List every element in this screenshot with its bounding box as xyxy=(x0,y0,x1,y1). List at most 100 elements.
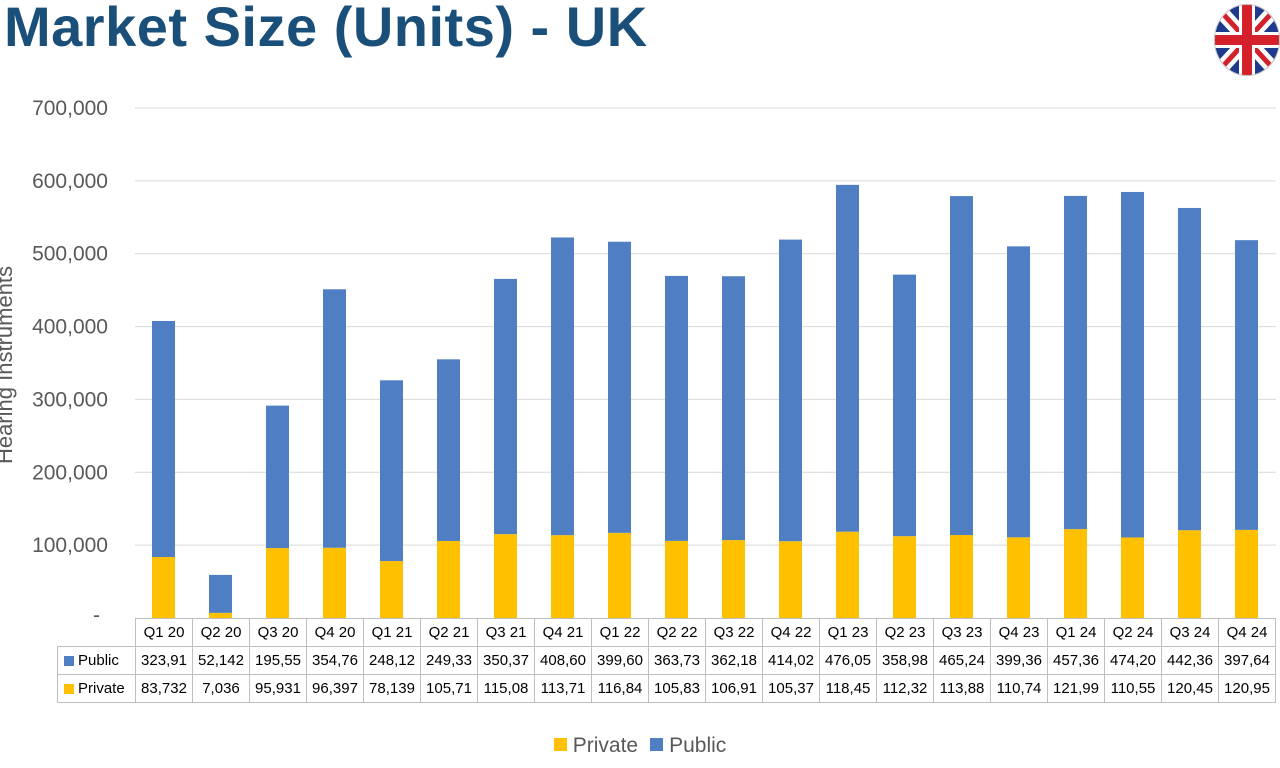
y-tick-label: 200,000 xyxy=(32,461,108,484)
bar-public xyxy=(437,359,460,541)
bar-public xyxy=(494,278,517,535)
bar-private xyxy=(1178,530,1201,618)
y-tick-label: - xyxy=(93,604,100,627)
bar-private xyxy=(323,547,346,618)
table-cell: 96,397 xyxy=(306,674,364,703)
page-title: Market Size (Units) - UK xyxy=(4,0,648,58)
y-tick-label: 600,000 xyxy=(32,170,108,193)
bar-private xyxy=(1064,529,1087,618)
x-tick-label: Q1 24 xyxy=(1047,618,1105,647)
table-cell: 363,73 xyxy=(648,646,706,675)
table-cell: 118,45 xyxy=(819,674,877,703)
bar-private xyxy=(437,540,460,618)
table-cell: 414,02 xyxy=(762,646,820,675)
table-cell: 121,99 xyxy=(1047,674,1105,703)
y-tick-label: 100,000 xyxy=(32,534,108,557)
table-cell: 120,95 xyxy=(1218,674,1276,703)
x-tick-label: Q3 24 xyxy=(1161,618,1219,647)
table-cell: 442,36 xyxy=(1161,646,1219,675)
bar-private xyxy=(893,536,916,618)
y-axis-label: Hearing Instruments xyxy=(0,266,17,464)
legend-item: Private xyxy=(553,734,639,758)
x-tick-label: Q1 22 xyxy=(591,618,649,647)
table-cell: 354,76 xyxy=(306,646,364,675)
table-cell: 105,37 xyxy=(762,674,820,703)
table-cell: 195,55 xyxy=(249,646,307,675)
bar-public xyxy=(836,184,859,532)
table-cell: 476,05 xyxy=(819,646,877,675)
y-tick-label: 700,000 xyxy=(32,97,108,120)
bar-private xyxy=(950,535,973,618)
bar-private xyxy=(608,532,631,618)
table-cell: 397,64 xyxy=(1218,646,1276,675)
bar-public xyxy=(380,380,403,562)
table-cell: 78,139 xyxy=(363,674,421,703)
y-tick-label: 400,000 xyxy=(32,316,108,339)
table-cell: 358,98 xyxy=(876,646,934,675)
y-axis-ticks: - 100,000 200,000 300,000 400,000 500,000 600,… xyxy=(32,97,108,627)
table-cell: 113,88 xyxy=(933,674,991,703)
table-cell: 113,71 xyxy=(534,674,592,703)
bar-public xyxy=(152,321,175,557)
bar-public xyxy=(1235,240,1258,530)
bar-private xyxy=(1121,537,1144,618)
y-tick-label: 300,000 xyxy=(32,388,108,411)
x-tick-label: Q4 23 xyxy=(990,618,1048,647)
bar-public xyxy=(779,239,802,542)
x-tick-label: Q2 21 xyxy=(420,618,478,647)
bars xyxy=(152,184,1258,618)
bar-public xyxy=(665,275,688,541)
table-row-header: Private xyxy=(57,674,136,703)
table-row-header: Public xyxy=(57,646,136,675)
x-tick-label: Q3 22 xyxy=(705,618,763,647)
bar-private xyxy=(494,534,517,618)
table-cell: 106,91 xyxy=(705,674,763,703)
bar-public xyxy=(608,241,631,533)
table-corner xyxy=(57,618,136,647)
x-tick-label: Q3 21 xyxy=(477,618,535,647)
table-cell: 362,18 xyxy=(705,646,763,675)
table-cell: 105,83 xyxy=(648,674,706,703)
table-cell: 248,12 xyxy=(363,646,421,675)
bar-private xyxy=(152,556,175,618)
table-header-row: Q1 20 Q2 20 Q3 20 Q4 20 Q1 21 Q2 21 Q3 21 Q4 21… xyxy=(57,618,1276,647)
table-cell: 249,33 xyxy=(420,646,478,675)
series-name: Private xyxy=(78,680,125,697)
table-cell: 465,24 xyxy=(933,646,991,675)
table-row: Private 83,732 7,036 95,931 96,397 78,139 105,… xyxy=(57,674,1276,703)
table-cell: 105,71 xyxy=(420,674,478,703)
x-tick-label: Q4 21 xyxy=(534,618,592,647)
bar-public xyxy=(551,237,574,536)
bar-public xyxy=(722,276,745,541)
table-cell: 350,37 xyxy=(477,646,535,675)
table-cell: 116,84 xyxy=(591,674,649,703)
table-cell: 408,60 xyxy=(534,646,592,675)
bar-private xyxy=(266,548,289,618)
legend-swatch xyxy=(650,737,664,751)
x-tick-label: Q1 20 xyxy=(135,618,193,647)
legend-label: Private xyxy=(572,734,639,757)
x-tick-label: Q1 21 xyxy=(363,618,421,647)
data-table: Q1 20 Q2 20 Q3 20 Q4 20 Q1 21 Q2 21 Q3 21 Q4 21… xyxy=(57,618,1276,703)
chart-legend: Private Public xyxy=(0,734,1280,758)
table-cell: 83,732 xyxy=(135,674,193,703)
table-cell: 110,55 xyxy=(1104,674,1162,703)
table-cell: 52,142 xyxy=(192,646,250,675)
table-row: Public 323,91 52,142 195,55 354,76 248,12 249,… xyxy=(57,646,1276,675)
bar-public xyxy=(950,196,973,536)
bar-private xyxy=(1235,529,1258,618)
table-cell: 95,931 xyxy=(249,674,307,703)
bar-public xyxy=(1064,195,1087,530)
bar-private xyxy=(1007,537,1030,618)
x-tick-label: Q2 20 xyxy=(192,618,250,647)
y-tick-label: 500,000 xyxy=(32,243,108,266)
bar-private xyxy=(551,535,574,618)
bar-private xyxy=(779,541,802,618)
table-cell: 399,60 xyxy=(591,646,649,675)
bar-public xyxy=(1178,207,1201,531)
x-tick-label: Q4 24 xyxy=(1218,618,1276,647)
table-cell: 323,91 xyxy=(135,646,193,675)
bar-public xyxy=(893,274,916,537)
table-cell: 110,74 xyxy=(990,674,1048,703)
x-tick-label: Q1 23 xyxy=(819,618,877,647)
